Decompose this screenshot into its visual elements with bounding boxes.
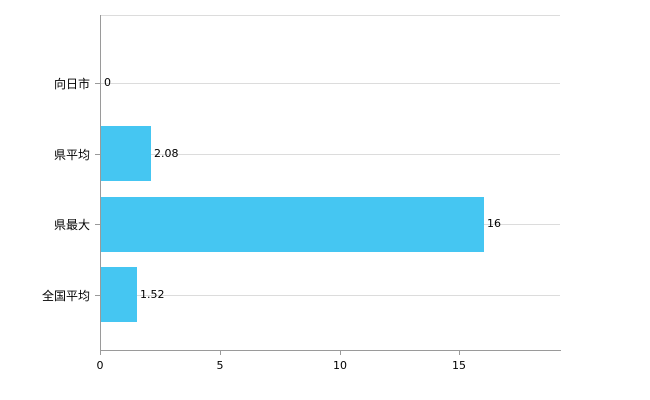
y-axis-tick: [95, 154, 100, 155]
category-gridline: [100, 154, 560, 155]
bar-value-label: 2.08: [154, 147, 179, 160]
y-axis-tick: [95, 224, 100, 225]
x-axis-tick: [100, 350, 101, 355]
x-tick-label: 10: [333, 359, 347, 372]
x-tick-label: 15: [452, 359, 466, 372]
bar: [101, 197, 484, 252]
x-axis-tick: [340, 350, 341, 355]
y-axis-tick: [95, 83, 100, 84]
y-axis-tick: [95, 295, 100, 296]
x-tick-label: 0: [96, 359, 104, 372]
category-gridline: [100, 83, 560, 84]
y-axis-line: [100, 15, 101, 350]
bar: [101, 267, 137, 322]
category-label: 県平均: [53, 148, 90, 162]
plot-top-border: [100, 15, 560, 16]
x-axis-tick: [220, 350, 221, 355]
x-axis-tick: [459, 350, 460, 355]
category-label: 向日市: [53, 77, 90, 91]
category-label: 全国平均: [41, 289, 90, 303]
bar-value-label: 1.52: [140, 288, 165, 301]
x-axis-line: [100, 350, 561, 351]
category-gridline: [100, 295, 560, 296]
x-tick-label: 5: [216, 359, 224, 372]
bar-value-label: 16: [487, 217, 501, 230]
bar: [101, 126, 151, 181]
bar-value-label: 0: [104, 76, 111, 89]
category-label: 県最大: [53, 218, 90, 232]
